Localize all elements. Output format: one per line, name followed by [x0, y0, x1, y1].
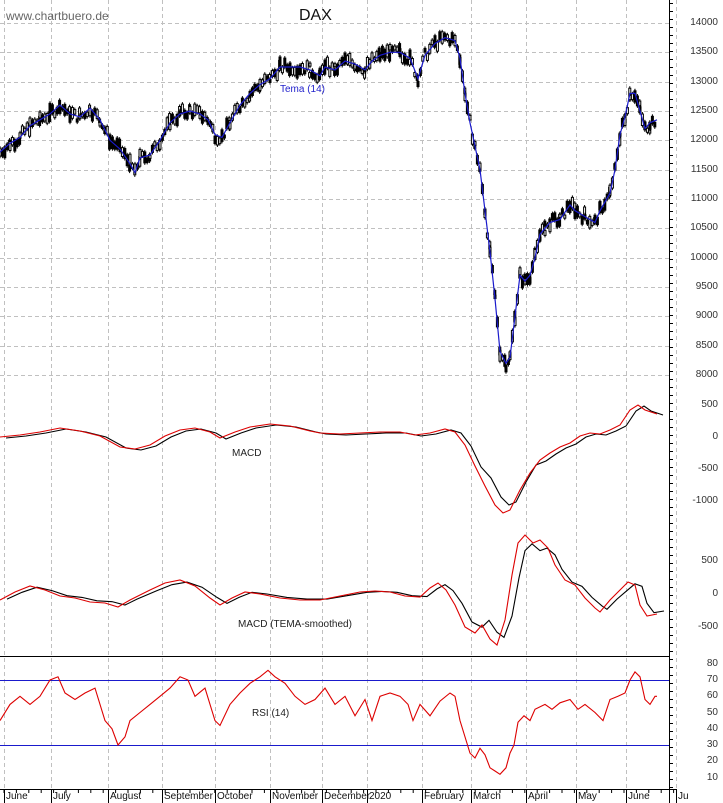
month-label: August	[110, 791, 142, 802]
tema-label: Tema (14)	[280, 84, 326, 95]
macd-line	[0, 404, 658, 514]
price-tick: 10500	[690, 222, 718, 234]
month-label: February	[424, 791, 465, 802]
rsi-tick: 70	[706, 674, 718, 685]
macd-label: MACD	[232, 448, 262, 459]
rsi-tick: 20	[706, 755, 718, 767]
rsi-tick: 40	[706, 722, 718, 734]
month-label: Ju	[678, 791, 689, 802]
price-tick: 11500	[690, 163, 718, 175]
price-tick: 8000	[695, 369, 718, 380]
tema-line	[0, 37, 658, 365]
price-tick: 12500	[690, 105, 718, 116]
month-label: June	[6, 791, 28, 802]
macd-tema-tick: -500	[697, 621, 718, 632]
rsi-tick: 80	[706, 657, 718, 669]
macd-tick: -500	[697, 463, 718, 474]
rsi-line	[0, 669, 657, 776]
price-tick: 12000	[690, 134, 718, 146]
month-label: March	[473, 791, 501, 802]
macd-tema-label: MACD (TEMA-smoothed)	[238, 619, 352, 630]
month-label: April	[528, 791, 549, 802]
price-tick: 9000	[695, 310, 718, 322]
rsi-label: RSI (14)	[252, 708, 290, 719]
macd-tema-line	[0, 534, 658, 646]
price-tick: 8500	[695, 339, 718, 351]
macd-tema-tick: 500	[701, 555, 718, 566]
price-tick: 11000	[690, 193, 718, 204]
price-tick: 13500	[690, 46, 718, 58]
rsi-tick: 50	[706, 706, 718, 718]
macd-tick: -1000	[692, 495, 718, 506]
month-label: September	[164, 791, 213, 802]
rsi-tick: 10	[706, 771, 718, 783]
month-label: May	[578, 791, 597, 802]
month-label: June	[628, 791, 650, 802]
grid	[0, 0, 677, 789]
price-tick: 10000	[690, 251, 718, 263]
macd-tick: 500	[701, 399, 718, 410]
macd-tick: 0	[712, 431, 718, 442]
macd-signal-line	[5, 405, 664, 506]
month-label: December	[324, 791, 371, 802]
month-label: November	[272, 791, 319, 802]
rsi-tick: 30	[706, 739, 718, 750]
chart-title: DAX	[299, 7, 332, 24]
month-label: October	[217, 791, 253, 802]
price-tick: 9500	[695, 281, 718, 292]
watermark: www.chartbuero.de	[6, 9, 109, 23]
macd-tema-signal-line	[6, 543, 665, 639]
price-tick: 13000	[690, 75, 718, 87]
month-label: July	[53, 791, 71, 802]
month-label: 2020	[369, 791, 392, 802]
macd-tema-tick: 0	[712, 588, 718, 599]
price-tick: 14000	[690, 17, 718, 28]
rsi-tick: 60	[706, 690, 718, 702]
candles	[0, 29, 657, 374]
